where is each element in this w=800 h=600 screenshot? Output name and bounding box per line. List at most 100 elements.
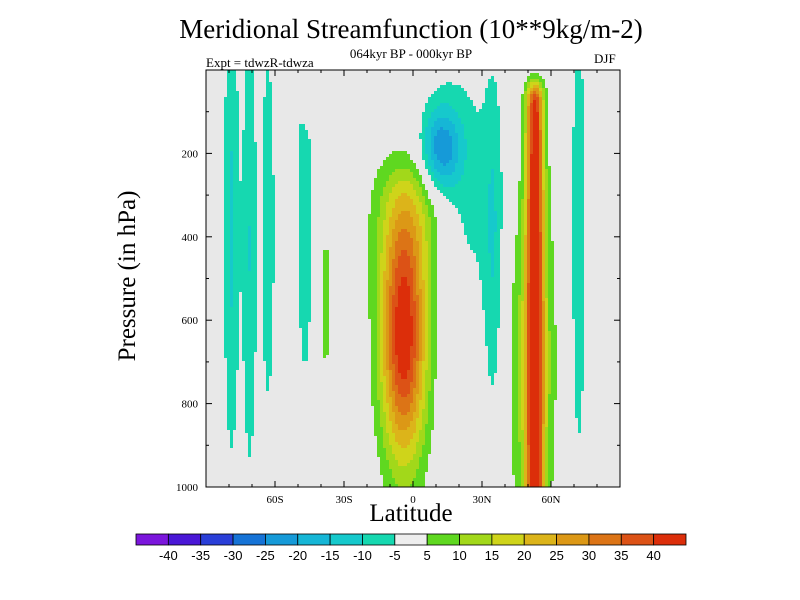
contour-cell <box>527 316 530 319</box>
contour-cell <box>521 385 524 388</box>
contour-cell <box>428 310 431 313</box>
contour-cell <box>527 361 530 364</box>
contour-cell <box>410 406 416 409</box>
contour-cell <box>224 268 230 271</box>
contour-cell <box>251 226 257 229</box>
contour-cell <box>551 352 557 355</box>
contour-cell <box>224 247 230 250</box>
contour-cell <box>425 229 431 232</box>
contour-cell <box>422 307 425 310</box>
contour-cell <box>431 313 437 316</box>
contour-cell <box>545 178 548 181</box>
contour-cell <box>377 349 380 352</box>
contour-cell <box>524 415 527 418</box>
contour-cell <box>545 355 548 358</box>
contour-cell <box>416 256 419 259</box>
contour-cell <box>545 349 548 352</box>
contour-cell <box>413 433 419 436</box>
contour-cell <box>539 265 542 268</box>
contour-cell <box>398 259 410 262</box>
contour-cell <box>533 118 539 121</box>
contour-cell <box>230 262 233 265</box>
contour-cell <box>521 310 524 313</box>
contour-cell <box>323 325 329 328</box>
contour-cell <box>545 139 548 142</box>
contour-cell <box>383 325 386 328</box>
contour-cell <box>428 307 431 310</box>
contour-cell <box>242 133 254 136</box>
contour-cell <box>545 130 548 133</box>
contour-cell <box>524 193 527 196</box>
contour-cell <box>548 193 551 196</box>
contour-cell <box>518 325 521 328</box>
contour-cell <box>524 208 527 211</box>
contour-cell <box>527 256 530 259</box>
contour-cell <box>398 409 410 412</box>
contour-cell <box>455 205 488 208</box>
contour-cell <box>386 358 389 361</box>
contour-cell <box>395 271 413 274</box>
colorbar-swatch <box>200 533 234 546</box>
contour-cell <box>422 154 428 157</box>
contour-cell <box>542 163 545 166</box>
contour-cell <box>575 358 584 361</box>
contour-cell <box>494 187 503 190</box>
y-tick-label: 400 <box>182 232 199 244</box>
contour-cell <box>419 400 425 403</box>
contour-cell <box>542 283 545 286</box>
contour-cell <box>425 130 431 133</box>
contour-cell <box>380 214 386 217</box>
contour-cell <box>548 319 554 322</box>
contour-cell <box>425 433 431 436</box>
contour-cell <box>410 352 416 355</box>
contour-cell <box>374 418 380 421</box>
contour-cell <box>527 280 530 283</box>
contour-cell <box>530 454 539 457</box>
contour-cell <box>518 295 524 298</box>
contour-cell <box>242 142 257 145</box>
contour-cell <box>524 343 527 346</box>
contour-cell <box>392 277 395 280</box>
colorbar-label: -25 <box>256 548 275 563</box>
contour-cell <box>425 202 431 205</box>
contour-cell <box>395 439 410 442</box>
contour-cell <box>572 154 584 157</box>
contour-cell <box>248 262 251 265</box>
contour-cell <box>521 391 524 394</box>
contour-cell <box>524 211 527 214</box>
contour-cell <box>512 418 518 421</box>
contour-cell <box>488 226 497 229</box>
contour-cell <box>398 388 410 391</box>
contour-cell <box>371 394 377 397</box>
contour-cell <box>518 232 521 235</box>
contour-cell <box>407 370 413 373</box>
contour-cell <box>263 178 275 181</box>
contour-cell <box>224 226 230 229</box>
contour-cell <box>224 274 230 277</box>
contour-cell <box>422 454 428 457</box>
contour-cell <box>416 448 422 451</box>
contour-cell <box>545 463 548 466</box>
contour-cell <box>248 256 251 259</box>
contour-cell <box>266 70 269 73</box>
contour-cell <box>431 310 437 313</box>
contour-cell <box>539 145 542 148</box>
contour-cell <box>224 238 230 241</box>
contour-cell <box>512 337 518 340</box>
contour-cell <box>524 391 527 394</box>
contour-cell <box>419 280 425 283</box>
contour-cell <box>383 160 413 163</box>
contour-cell <box>398 238 413 241</box>
contour-cell <box>512 301 518 304</box>
contour-cell <box>545 274 548 277</box>
contour-cell <box>386 385 389 388</box>
contour-cell <box>527 151 530 154</box>
contour-cell <box>263 358 272 361</box>
contour-cell <box>521 163 524 166</box>
contour-cell <box>485 343 497 346</box>
contour-cell <box>521 340 524 343</box>
contour-cell <box>386 376 389 379</box>
contour-cell <box>386 451 392 454</box>
contour-cell <box>527 205 530 208</box>
x-tick-label: 30N <box>473 494 492 506</box>
